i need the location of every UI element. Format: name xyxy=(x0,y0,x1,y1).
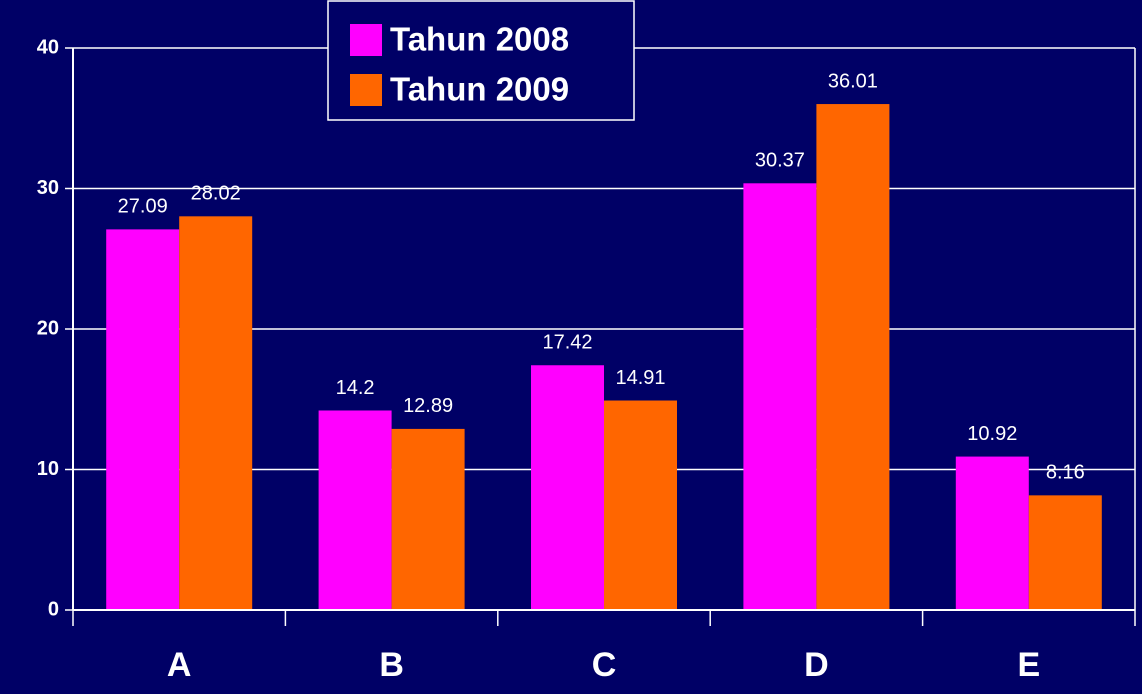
data-label: 14.2 xyxy=(336,377,375,399)
legend-swatch xyxy=(350,24,382,56)
data-label: 27.09 xyxy=(118,196,168,218)
bar xyxy=(955,456,1029,610)
data-label: 17.42 xyxy=(542,332,592,354)
bar xyxy=(743,183,817,610)
x-tick-label: A xyxy=(167,646,192,684)
y-tick-label: 30 xyxy=(37,177,59,199)
bar xyxy=(179,216,253,610)
bar xyxy=(391,428,465,610)
bar xyxy=(106,229,180,610)
data-label: 14.91 xyxy=(615,367,665,389)
x-tick-label: B xyxy=(379,646,404,684)
legend-label: Tahun 2009 xyxy=(390,71,569,108)
y-tick-label: 40 xyxy=(37,36,59,58)
y-tick-label: 20 xyxy=(37,317,59,339)
bar xyxy=(318,410,392,610)
legend-swatch xyxy=(350,74,382,106)
x-tick-label: D xyxy=(804,646,829,684)
data-label: 8.16 xyxy=(1046,462,1085,484)
data-label: 12.89 xyxy=(403,395,453,417)
legend-label: Tahun 2008 xyxy=(390,21,569,58)
data-label: 28.02 xyxy=(191,183,241,205)
data-label: 36.01 xyxy=(828,70,878,92)
data-label: 30.37 xyxy=(755,150,805,172)
y-tick-label: 0 xyxy=(48,598,59,620)
data-label: 10.92 xyxy=(967,423,1017,445)
y-tick-label: 10 xyxy=(37,458,59,480)
bar xyxy=(1028,495,1102,610)
x-tick-label: C xyxy=(592,646,617,684)
bar xyxy=(604,400,677,610)
bar xyxy=(531,365,604,610)
x-tick-label: E xyxy=(1017,646,1040,684)
bar xyxy=(816,104,890,610)
